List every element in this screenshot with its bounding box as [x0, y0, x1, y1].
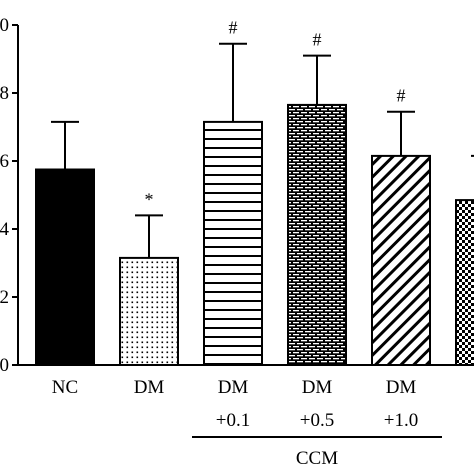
category-label-line2: +0.5: [300, 410, 334, 431]
y-tick-label: 2: [0, 287, 9, 308]
significance-mark: #: [397, 86, 406, 106]
category-label: DM: [386, 377, 417, 398]
bar: [371, 154, 431, 366]
y-tick-label: 4: [0, 219, 10, 240]
category-label: DM: [302, 377, 333, 398]
category-label: DM: [134, 377, 165, 398]
category-label: DM: [218, 377, 249, 398]
category-label-line2: +0.1: [216, 410, 250, 431]
bar: [287, 103, 347, 367]
bars: * # # #: [35, 18, 474, 367]
category-label: NC: [52, 377, 78, 398]
group-annotation: CCM: [192, 436, 442, 469]
bar: [119, 256, 179, 366]
bar: [203, 120, 263, 367]
significance-mark: *: [145, 189, 154, 209]
y-tick-label: 8: [0, 83, 9, 104]
bar: [455, 199, 474, 366]
y-tick-label: 6: [0, 151, 9, 172]
y-tick-label: 10: [0, 15, 9, 36]
y-tick-label: 0: [0, 355, 9, 376]
group-label: CCM: [296, 448, 338, 469]
bar: [35, 168, 95, 366]
category-label-line2: +1.0: [384, 410, 418, 431]
significance-mark: #: [229, 18, 238, 38]
significance-mark: #: [313, 30, 322, 50]
